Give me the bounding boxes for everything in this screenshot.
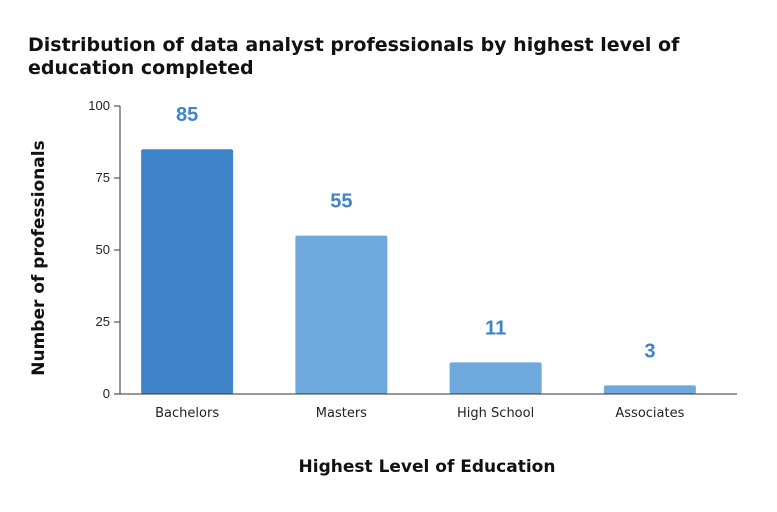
chart-title: Distribution of data analyst professiona… bbox=[28, 34, 680, 79]
x-axis-title: Highest Level of Education bbox=[299, 457, 556, 477]
y-tick-label: 0 bbox=[103, 386, 110, 401]
data-label: 11 bbox=[485, 317, 506, 339]
x-tick-label: Associates bbox=[615, 406, 684, 421]
x-tick-label: High School bbox=[457, 406, 534, 421]
y-axis-title: Number of professionals bbox=[29, 140, 49, 375]
y-tick-label: 50 bbox=[96, 242, 110, 257]
x-tick-label: Masters bbox=[316, 406, 367, 421]
x-axis: Bachelors Masters High School Associates bbox=[120, 393, 737, 421]
bar-high-school bbox=[449, 362, 542, 394]
y-tick-label: 100 bbox=[88, 98, 110, 113]
bar-associates bbox=[603, 385, 696, 394]
y-axis: 0 25 50 75 100 bbox=[88, 98, 121, 401]
bar-bachelors bbox=[141, 149, 234, 394]
bars: 85 55 11 3 bbox=[141, 104, 696, 394]
x-tick-label: Bachelors bbox=[155, 406, 219, 421]
y-tick-label: 25 bbox=[96, 314, 110, 329]
data-label: 85 bbox=[176, 104, 198, 126]
bar-masters bbox=[295, 235, 388, 394]
data-label: 55 bbox=[330, 191, 352, 213]
y-tick-label: 75 bbox=[96, 170, 110, 185]
data-label: 3 bbox=[644, 340, 655, 362]
